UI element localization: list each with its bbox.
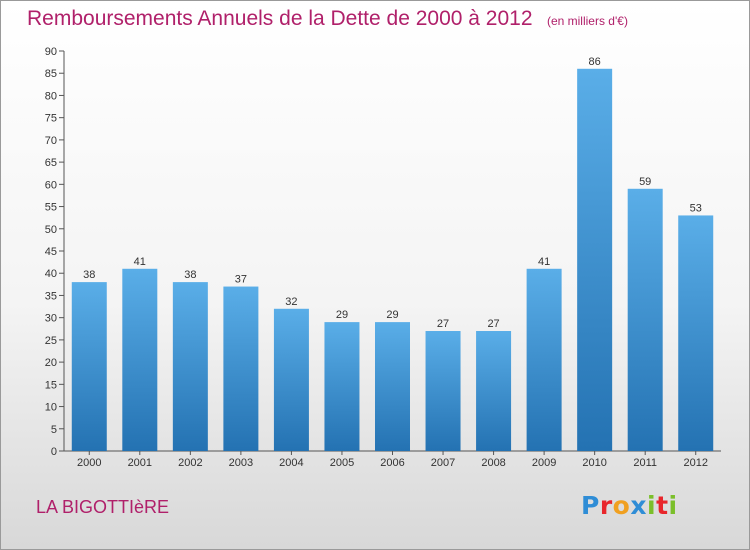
y-tick-label: 15 (45, 379, 57, 391)
y-tick-label: 20 (45, 357, 57, 369)
data-label: 59 (639, 176, 651, 188)
x-tick-label: 2008 (481, 457, 505, 469)
logo-letter: r (599, 491, 613, 520)
x-tick-label: 2005 (330, 457, 354, 469)
data-label: 53 (690, 202, 702, 214)
y-tick-label: 60 (45, 179, 57, 191)
data-label: 32 (285, 296, 297, 308)
data-label: 29 (336, 309, 348, 321)
bar (273, 308, 309, 451)
y-tick-label: 80 (45, 90, 57, 102)
commune-name: LA BIGOTTIèRE (36, 497, 170, 517)
y-tick-label: 0 (51, 446, 57, 458)
bar (223, 286, 259, 451)
y-tick-label: 65 (45, 157, 57, 169)
data-label: 41 (538, 256, 550, 268)
bar (122, 268, 158, 451)
y-tick-label: 5 (51, 424, 57, 436)
y-tick-label: 25 (45, 335, 57, 347)
logo-letter: x (630, 491, 647, 520)
x-tick-label: 2010 (582, 457, 606, 469)
x-tick-label: 2012 (683, 457, 707, 469)
y-tick-label: 35 (45, 290, 57, 302)
x-tick-label: 2006 (380, 457, 404, 469)
data-label: 86 (589, 56, 601, 68)
logo-letter: t (656, 491, 669, 520)
logo-letter: i (668, 491, 678, 520)
title-row: Remboursements Annuels de la Dette de 20… (27, 7, 628, 31)
bar (476, 331, 512, 451)
bar (71, 282, 107, 451)
logo-letter: P (581, 491, 600, 520)
y-tick-label: 10 (45, 402, 57, 414)
data-label: 37 (235, 274, 247, 286)
chart-title: Remboursements Annuels de la Dette de 20… (27, 7, 533, 30)
bar (577, 68, 613, 452)
data-label: 27 (487, 318, 499, 330)
bar (526, 268, 562, 451)
x-tick-label: 2000 (77, 457, 101, 469)
data-label: 38 (184, 269, 196, 281)
data-label: 41 (134, 256, 146, 268)
y-tick-label: 50 (45, 224, 57, 236)
logo-letter: i (647, 491, 657, 520)
y-tick-label: 45 (45, 246, 57, 258)
bar (627, 188, 663, 451)
y-tick-label: 30 (45, 313, 57, 325)
data-label: 27 (437, 318, 449, 330)
x-tick-label: 2001 (128, 457, 152, 469)
data-label: 38 (83, 269, 95, 281)
y-tick-label: 40 (45, 268, 57, 280)
x-tick-label: 2002 (178, 457, 202, 469)
x-tick-label: 2007 (431, 457, 455, 469)
x-tick-label: 2003 (229, 457, 253, 469)
y-tick-label: 85 (45, 68, 57, 80)
unit-note: (en milliers d'€) (546, 14, 628, 28)
x-tick-label: 2009 (532, 457, 556, 469)
y-tick-label: 90 (45, 46, 57, 58)
y-tick-label: 55 (45, 202, 57, 214)
y-tick-label: 75 (45, 113, 57, 125)
proxiti-logo: Proxiti (581, 491, 678, 520)
x-tick-label: 2011 (633, 457, 657, 469)
bar (172, 282, 208, 451)
bar (324, 322, 360, 451)
bar (425, 331, 461, 451)
data-label: 29 (386, 309, 398, 321)
logo-letter: o (612, 491, 631, 520)
bar (678, 215, 714, 451)
y-tick-label: 70 (45, 135, 57, 147)
bar (375, 322, 410, 451)
x-tick-label: 2004 (279, 457, 303, 469)
